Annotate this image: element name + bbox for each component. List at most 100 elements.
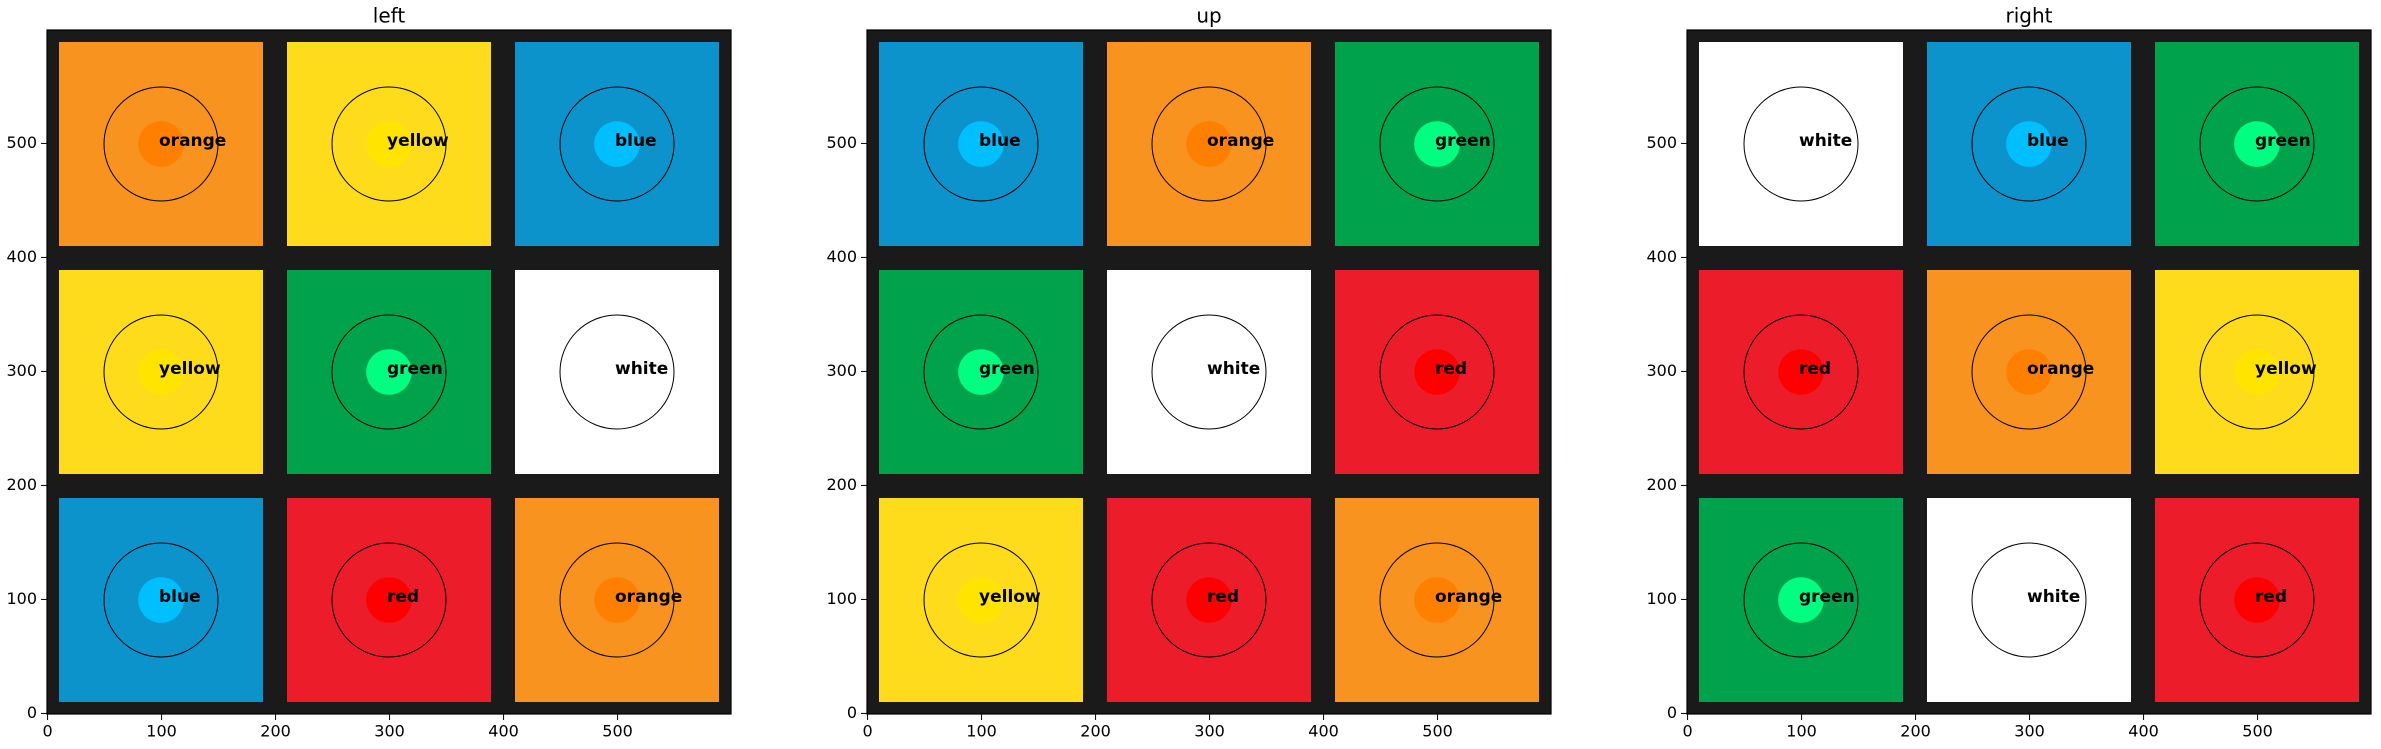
y-tick-label: 100: [826, 589, 857, 608]
detected-color-dot: [138, 349, 184, 395]
sample-circle: [2199, 314, 2315, 430]
x-tick-label: 400: [2128, 722, 2159, 741]
y-tick-label: 300: [1646, 361, 1677, 380]
sample-circle: [1151, 542, 1267, 658]
color-label: green: [387, 359, 443, 379]
y-tick-label: 200: [1646, 475, 1677, 494]
x-tick-label: 200: [260, 722, 291, 741]
y-tick-label: 500: [1646, 133, 1677, 152]
sample-circle: [923, 314, 1039, 430]
sample-circle: [1379, 86, 1495, 202]
detected-color-dot: [1778, 577, 1824, 623]
y-tick-label: 100: [1646, 589, 1677, 608]
x-tick-label: 100: [966, 722, 997, 741]
color-label: red: [2255, 587, 2287, 607]
detected-color-dot: [1778, 121, 1824, 167]
axes-frame: [1686, 29, 2372, 715]
sample-circle: [1743, 542, 1859, 658]
y-tick-label: 200: [826, 475, 857, 494]
axes-frame: [866, 29, 1552, 715]
x-tick-label: 0: [42, 722, 52, 741]
sample-circle: [331, 542, 447, 658]
sample-circle: [1151, 314, 1267, 430]
color-label: red: [387, 587, 419, 607]
sample-circle: [1379, 542, 1495, 658]
x-tick-label: 100: [146, 722, 177, 741]
detected-color-dot: [1414, 121, 1460, 167]
subplot-title: up: [1196, 4, 1221, 28]
sample-circle: [923, 542, 1039, 658]
detected-color-dot: [2006, 349, 2052, 395]
x-tick-label: 0: [862, 722, 872, 741]
color-label: red: [1799, 359, 1831, 379]
detected-color-dot: [1414, 577, 1460, 623]
sample-circle: [559, 314, 675, 430]
color-label: red: [1207, 587, 1239, 607]
x-tick-label: 200: [1080, 722, 1111, 741]
sample-circle: [2199, 86, 2315, 202]
color-label: white: [1799, 131, 1852, 151]
color-label: orange: [1207, 131, 1274, 151]
sample-circle: [2199, 542, 2315, 658]
y-tick-label: 400: [1646, 247, 1677, 266]
detected-color-dot: [2006, 121, 2052, 167]
detected-color-dot: [366, 349, 412, 395]
subplot: up blue orange green green white red yellow red o…: [826, 4, 1552, 741]
y-tick-label: 0: [27, 703, 37, 722]
color-label: blue: [159, 587, 201, 607]
x-tick-label: 0: [1682, 722, 1692, 741]
sample-circle: [1743, 314, 1859, 430]
detected-color-dot: [138, 121, 184, 167]
subplot-title: right: [2006, 4, 2053, 28]
sample-circle: [1971, 86, 2087, 202]
color-label: yellow: [2255, 359, 2317, 379]
sample-circle: [559, 86, 675, 202]
color-label: blue: [2027, 131, 2069, 151]
y-tick-label: 300: [6, 361, 37, 380]
y-tick-label: 100: [6, 589, 37, 608]
detected-color-dot: [366, 577, 412, 623]
detected-color-dot: [1186, 349, 1232, 395]
sample-circle: [1971, 314, 2087, 430]
sample-circle: [331, 314, 447, 430]
detected-color-dot: [594, 349, 640, 395]
y-tick-label: 0: [1667, 703, 1677, 722]
y-tick-label: 200: [6, 475, 37, 494]
detected-color-dot: [594, 121, 640, 167]
color-label: white: [1207, 359, 1260, 379]
sample-circle: [559, 542, 675, 658]
axes-frame: [46, 29, 732, 715]
detected-color-dot: [366, 121, 412, 167]
sample-circle: [1379, 314, 1495, 430]
sample-circle: [1151, 86, 1267, 202]
color-label: white: [2027, 587, 2080, 607]
color-label: yellow: [387, 131, 449, 151]
color-label: white: [615, 359, 668, 379]
subplot-title: left: [373, 4, 406, 28]
detected-color-dot: [2234, 349, 2280, 395]
y-tick-label: 500: [826, 133, 857, 152]
subplot: left orange yellow blue yellow green white blue…: [6, 4, 732, 741]
y-tick-label: 400: [826, 247, 857, 266]
y-tick-label: 300: [826, 361, 857, 380]
sample-circle: [103, 86, 219, 202]
color-label: blue: [615, 131, 657, 151]
color-label: orange: [615, 587, 682, 607]
sample-circle: [331, 86, 447, 202]
color-label: green: [1799, 587, 1855, 607]
detected-color-dot: [1186, 577, 1232, 623]
y-tick-label: 400: [6, 247, 37, 266]
color-label: green: [979, 359, 1035, 379]
detected-color-dot: [1778, 349, 1824, 395]
detected-color-dot: [958, 349, 1004, 395]
detected-color-dot: [958, 121, 1004, 167]
color-label: green: [2255, 131, 2311, 151]
x-tick-label: 300: [374, 722, 405, 741]
sample-circle: [923, 86, 1039, 202]
detected-color-dot: [138, 577, 184, 623]
subplot: right white blue green red orange yellow green w…: [1646, 4, 2372, 741]
sample-circle: [1971, 542, 2087, 658]
color-label: orange: [1435, 587, 1502, 607]
x-tick-label: 300: [1194, 722, 1225, 741]
